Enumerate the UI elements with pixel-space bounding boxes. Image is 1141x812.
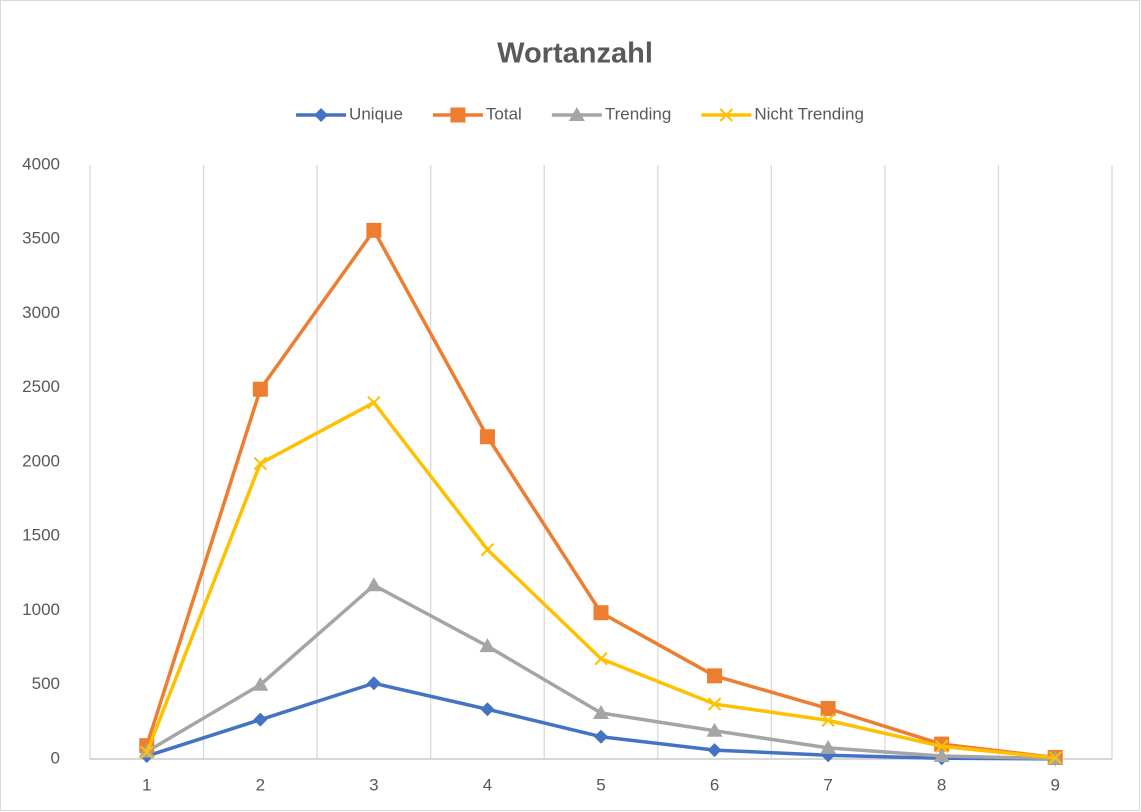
- legend-marker: [719, 108, 734, 122]
- legend-marker: [568, 107, 585, 121]
- marker: [367, 395, 381, 410]
- legend-item: Trending: [551, 104, 671, 123]
- marker: [934, 739, 949, 754]
- x-tick-label: 8: [937, 775, 946, 794]
- legend-marker: [314, 108, 329, 122]
- marker: [366, 676, 381, 691]
- marker: [593, 704, 609, 719]
- marker: [706, 722, 723, 737]
- marker: [366, 222, 382, 238]
- marker: [252, 676, 269, 691]
- y-tick-label: 1500: [22, 526, 60, 545]
- legend-label: Trending: [605, 104, 671, 123]
- legend-label: Unique: [349, 104, 403, 123]
- legend-item: Nicht Trending: [701, 104, 864, 123]
- marker: [252, 381, 268, 397]
- marker: [480, 702, 495, 717]
- y-tick-label: 2500: [22, 377, 60, 396]
- x-tick-label: 2: [256, 775, 265, 794]
- y-tick-label: 0: [51, 748, 60, 767]
- marker: [253, 456, 268, 471]
- x-tick-label: 1: [142, 775, 151, 794]
- y-tick-label: 1000: [22, 600, 60, 619]
- marker: [479, 638, 496, 653]
- marker: [479, 429, 495, 445]
- x-tick-label: 4: [483, 775, 492, 794]
- legend: Unique Total Trending Nicht Trending: [296, 104, 864, 123]
- legend-label: Total: [486, 104, 522, 123]
- x-tick-label: 5: [596, 775, 605, 794]
- marker: [253, 712, 268, 727]
- legend-marker: [450, 107, 466, 123]
- marker: [820, 701, 836, 717]
- marker: [593, 605, 609, 621]
- chart-title: Wortanzahl: [497, 38, 653, 70]
- marker: [594, 652, 608, 666]
- x-tick-label: 3: [369, 775, 378, 794]
- marker: [140, 745, 154, 760]
- marker: [480, 542, 495, 557]
- y-tick-label: 4000: [22, 154, 60, 173]
- marker: [1048, 751, 1062, 765]
- marker: [707, 668, 723, 684]
- y-tick-label: 3500: [22, 229, 60, 248]
- legend-label: Nicht Trending: [754, 104, 864, 123]
- marker: [365, 577, 382, 592]
- legend-item: Total: [432, 104, 522, 123]
- marker: [821, 713, 835, 728]
- marker: [820, 739, 837, 754]
- x-tick-label: 6: [710, 775, 719, 794]
- marker: [933, 748, 950, 763]
- marker: [594, 729, 608, 744]
- y-tick-label: 3000: [22, 303, 60, 322]
- marker: [707, 697, 722, 711]
- marker: [707, 743, 722, 758]
- x-tick-label: 9: [1050, 775, 1059, 794]
- y-tick-label: 500: [32, 674, 60, 693]
- y-tick-label: 2000: [22, 451, 60, 470]
- x-tick-label: 7: [823, 775, 832, 794]
- legend-item: Unique: [296, 104, 403, 123]
